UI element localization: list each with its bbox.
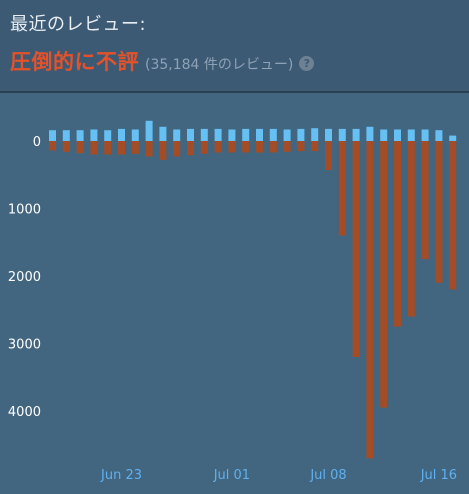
recent-reviews-heading: 最近のレビュー:: [10, 14, 147, 35]
positive-bar[interactable]: [76, 130, 84, 141]
positive-bar[interactable]: [338, 128, 346, 142]
negative-bar[interactable]: [104, 141, 112, 155]
x-tick-label: Jul 16: [420, 468, 457, 483]
x-tick-label: Jul 01: [213, 468, 250, 483]
positive-bar[interactable]: [173, 129, 181, 142]
positive-bar[interactable]: [421, 129, 429, 142]
negative-bar[interactable]: [131, 141, 139, 154]
negative-bar[interactable]: [145, 141, 153, 157]
positive-bar[interactable]: [90, 129, 98, 142]
positive-bar[interactable]: [435, 130, 443, 141]
negative-bar[interactable]: [214, 141, 222, 153]
negative-bar[interactable]: [173, 141, 181, 157]
positive-bar[interactable]: [407, 129, 415, 142]
header-divider: [0, 91, 469, 93]
rating-label: 圧倒的に不評: [10, 50, 139, 74]
y-tick-label: 3000: [8, 338, 41, 353]
y-tick-label: 4000: [8, 405, 41, 420]
negative-bar[interactable]: [159, 141, 167, 160]
review-count: (35,184 件のレビュー): [145, 57, 294, 73]
negative-bar[interactable]: [200, 141, 208, 154]
positive-bar[interactable]: [366, 126, 374, 141]
positive-bar[interactable]: [297, 128, 305, 142]
positive-bar[interactable]: [352, 128, 360, 142]
negative-bar[interactable]: [338, 141, 346, 236]
histogram-svg: 0 1000 2000 3000 4000 Jun 23 Jul 01 Jul 08 Jul 1…: [8, 120, 457, 483]
negative-bar[interactable]: [407, 141, 415, 317]
rating-line: 圧倒的に不評 (35,184 件のレビュー) ?: [10, 46, 315, 76]
positive-bar[interactable]: [62, 130, 70, 141]
negative-bar[interactable]: [449, 141, 457, 290]
positive-bar[interactable]: [214, 128, 222, 142]
negative-bar[interactable]: [256, 141, 263, 153]
positive-bar[interactable]: [256, 128, 263, 142]
negative-bar[interactable]: [311, 141, 319, 152]
negative-bar[interactable]: [90, 141, 98, 155]
positive-bar[interactable]: [242, 128, 250, 142]
positive-bar[interactable]: [449, 135, 457, 141]
positive-bar[interactable]: [283, 129, 291, 142]
negative-bar[interactable]: [380, 141, 388, 408]
negative-bar[interactable]: [283, 141, 291, 152]
negative-bar[interactable]: [421, 141, 429, 260]
positive-bar[interactable]: [228, 129, 236, 142]
negative-bar[interactable]: [228, 141, 236, 153]
positive-bar[interactable]: [159, 126, 167, 141]
positive-bar[interactable]: [200, 128, 208, 142]
positive-bar[interactable]: [394, 129, 401, 142]
positive-bar[interactable]: [325, 128, 332, 142]
negative-bar[interactable]: [62, 141, 70, 152]
negative-bar[interactable]: [366, 141, 374, 459]
positive-bar[interactable]: [380, 129, 388, 142]
negative-bar[interactable]: [352, 141, 360, 357]
positive-bar[interactable]: [104, 130, 112, 141]
y-tick-label: 1000: [8, 203, 41, 218]
y-tick-label: 0: [33, 135, 41, 150]
negative-bar[interactable]: [118, 141, 125, 155]
negative-bar[interactable]: [297, 141, 305, 152]
negative-bar[interactable]: [269, 141, 277, 153]
positive-bar[interactable]: [118, 128, 125, 142]
negative-bar[interactable]: [435, 141, 443, 283]
negative-bar[interactable]: [325, 141, 332, 170]
review-histogram-chart: 0 1000 2000 3000 4000 Jun 23 Jul 01 Jul 08 Jul 1…: [0, 93, 469, 494]
x-tick-label: Jun 23: [100, 468, 142, 483]
negative-bar[interactable]: [242, 141, 250, 153]
positive-bar[interactable]: [145, 120, 153, 142]
negative-bar[interactable]: [49, 141, 56, 151]
y-tick-label: 2000: [8, 270, 41, 285]
negative-bar[interactable]: [187, 141, 194, 156]
positive-bar[interactable]: [49, 130, 56, 141]
x-tick-label: Jul 08: [309, 468, 346, 483]
negative-bar[interactable]: [394, 141, 401, 327]
review-summary-header: 最近のレビュー: 圧倒的に不評 (35,184 件のレビュー) ?: [0, 0, 469, 92]
positive-bar[interactable]: [311, 128, 319, 141]
help-icon[interactable]: ?: [299, 56, 315, 71]
positive-bar[interactable]: [269, 128, 277, 142]
positive-bar[interactable]: [187, 128, 194, 142]
negative-bar[interactable]: [76, 141, 84, 154]
positive-bar[interactable]: [131, 129, 139, 142]
